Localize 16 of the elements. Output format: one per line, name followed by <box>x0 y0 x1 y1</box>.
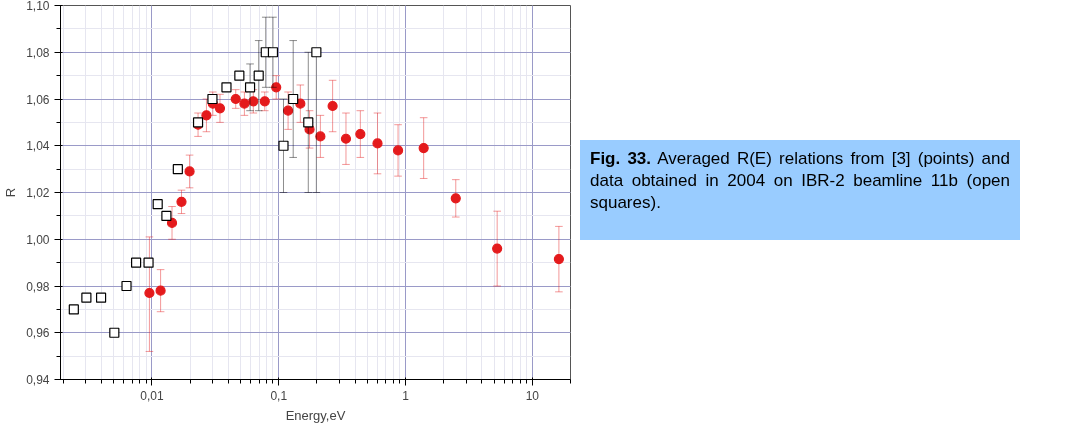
y-tick-label: 1,02 <box>26 186 50 200</box>
x-tick-label: 1 <box>402 388 410 403</box>
y-tick-label: 1,10 <box>26 0 50 13</box>
y-tick-label: 1,00 <box>26 232 50 247</box>
x-tick-label: 10 <box>525 388 540 403</box>
x-axis-title: Energy,eV <box>285 407 346 423</box>
y-tick-label: 1,04 <box>26 139 50 154</box>
y-tick-label: 0,96 <box>26 326 50 341</box>
y-axis-title: R <box>3 187 19 198</box>
y-tick-label: 0,94 <box>26 373 50 387</box>
caption: Fig. 33. <box>590 149 652 168</box>
y-tick-label: 0,98 <box>26 279 50 294</box>
y-tick-label: 1,08 <box>26 45 50 60</box>
y-tick-label: 1,06 <box>26 92 50 107</box>
x-tick-label: 0,01 <box>140 388 164 403</box>
x-tick-label: 0,1 <box>270 388 288 403</box>
